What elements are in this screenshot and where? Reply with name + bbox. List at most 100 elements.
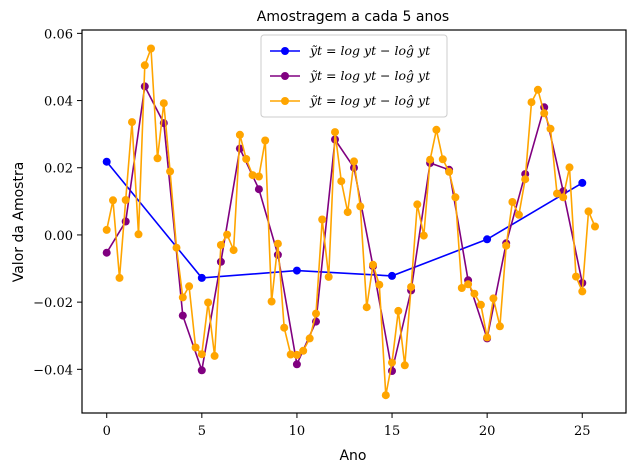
series-2-point xyxy=(514,210,523,219)
chart-title: Amostragem a cada 5 anos xyxy=(257,9,449,25)
x-tick-label: 10 xyxy=(289,424,306,439)
series-2-point xyxy=(159,99,168,108)
series-2-point xyxy=(394,306,403,315)
series-2-point xyxy=(223,230,232,239)
series-2-point xyxy=(584,207,593,216)
series-2-point xyxy=(261,136,270,145)
series-2-point xyxy=(508,198,517,206)
legend-label: ỹt = log yt − loĝ yt xyxy=(309,68,431,83)
series-2-point xyxy=(299,346,308,355)
series-2-point xyxy=(464,280,473,289)
series-0 xyxy=(102,157,587,282)
series-2-point xyxy=(273,239,282,248)
y-tick-label: −0.04 xyxy=(33,363,73,378)
series-2-point xyxy=(172,243,181,252)
legend-marker xyxy=(281,47,289,55)
legend-label: ỹt = log yt − loĝ yt xyxy=(309,93,431,108)
series-2-point xyxy=(204,298,213,307)
series-2-point xyxy=(350,157,358,166)
series-2-point xyxy=(185,282,194,291)
series-2-point xyxy=(400,361,409,370)
series-2-point xyxy=(318,215,327,224)
series-2-point xyxy=(254,172,263,181)
series-2-point xyxy=(578,287,587,296)
series-0-point xyxy=(483,235,492,244)
series-0-line xyxy=(106,161,583,279)
series-2-point xyxy=(470,289,479,298)
legend-box xyxy=(260,34,448,118)
series-1-point xyxy=(121,217,130,226)
series-2-point xyxy=(109,196,117,205)
series-2-point xyxy=(445,167,454,176)
y-tick-label: 0.04 xyxy=(44,95,73,110)
legend-entry-1: ỹt = log yt − loĝ yt xyxy=(270,68,431,83)
series-2-point xyxy=(591,222,599,231)
axis-ticks: 0 5 10 15 20 25 −0.04 −0.02 0.00 0.02 0.04 0.06 xyxy=(33,27,590,439)
series-2-point xyxy=(451,193,460,202)
series-1-point xyxy=(178,311,187,320)
series-2-point xyxy=(267,297,276,306)
series-2-point xyxy=(533,85,542,94)
series-2-point xyxy=(153,154,162,163)
plot-area xyxy=(102,44,599,400)
series-2-point xyxy=(540,109,549,118)
x-tick-label: 5 xyxy=(198,424,206,439)
x-axis-label: Ano xyxy=(339,448,366,464)
series-2-point xyxy=(369,260,377,269)
x-tick-label: 20 xyxy=(479,424,496,439)
series-2-point xyxy=(312,309,320,318)
series-2-point xyxy=(229,246,238,255)
series-2-point xyxy=(248,171,257,180)
x-tick-label: 0 xyxy=(103,424,111,439)
legend: ỹt = log yt − loĝ yt ỹt = log yt − loĝ yt… xyxy=(260,34,448,118)
series-2-point xyxy=(166,167,175,176)
series-2-point xyxy=(121,196,130,204)
y-tick-label: 0.06 xyxy=(44,27,73,42)
series-1-point xyxy=(102,248,111,257)
series-2-point xyxy=(476,300,485,309)
series-2-point xyxy=(381,391,390,400)
series-2-point xyxy=(128,118,136,127)
series-2-point xyxy=(546,124,555,133)
series-2-point xyxy=(495,322,504,331)
series-2-point xyxy=(375,280,384,289)
series-2-point xyxy=(235,130,244,139)
series-2-point xyxy=(362,303,371,312)
series-2-point xyxy=(426,155,435,164)
series-1-point xyxy=(292,360,301,369)
series-2-point xyxy=(324,272,333,281)
series-2-point xyxy=(483,333,492,342)
series-2-point xyxy=(356,202,365,211)
series-0-point xyxy=(388,271,396,280)
series-1-line xyxy=(106,83,584,374)
series-2-point xyxy=(331,128,339,137)
series-2-point xyxy=(457,284,466,292)
series-2-point xyxy=(102,225,111,234)
series-2-point xyxy=(305,334,314,343)
series-2-point xyxy=(521,175,530,184)
series-2-point xyxy=(502,241,511,250)
series-1-point xyxy=(197,366,206,375)
series-2-point xyxy=(565,163,574,172)
series-2-point xyxy=(292,350,301,359)
y-tick-label: 0.02 xyxy=(44,162,73,177)
series-2-point xyxy=(197,350,206,359)
series-2-point xyxy=(210,351,219,360)
series-2-point xyxy=(216,241,225,249)
legend-entry-0: ỹt = log yt − loĝ yt xyxy=(270,43,431,58)
legend-marker xyxy=(281,97,289,105)
y-axis-label: Valor da Amostra xyxy=(11,162,27,283)
x-tick-label: 15 xyxy=(384,424,401,439)
series-2-point xyxy=(559,193,568,202)
series-2-point xyxy=(242,155,251,163)
series-2-point xyxy=(191,343,200,352)
series-2-point xyxy=(140,61,149,70)
series-0-point xyxy=(102,157,111,166)
legend-marker xyxy=(281,72,289,80)
series-2-point xyxy=(178,293,187,302)
x-tick-label: 25 xyxy=(574,424,591,439)
series-1-point xyxy=(216,257,225,266)
series-2-point xyxy=(115,273,124,282)
legend-entry-2: ỹt = log yt − loĝ yt xyxy=(270,93,431,108)
plot-frame xyxy=(81,29,627,414)
